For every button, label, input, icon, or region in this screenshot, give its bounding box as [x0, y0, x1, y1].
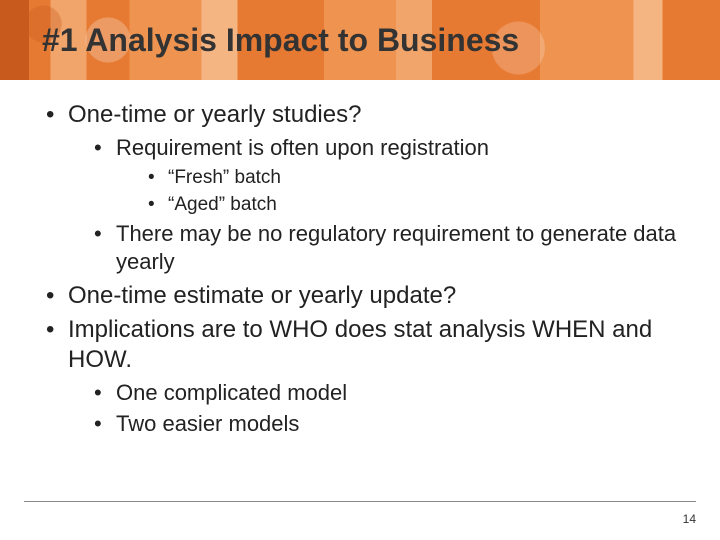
bullet-text: Two easier models	[116, 411, 299, 436]
bullet-text: One-time or yearly studies?	[68, 101, 361, 128]
list-item: Implications are to WHO does stat analys…	[42, 315, 690, 438]
list-item: “Aged” batch	[140, 192, 690, 218]
list-item: One-time or yearly studies? Requirement …	[42, 100, 690, 277]
bullet-list-lvl2: Requirement is often upon registration “…	[88, 134, 690, 277]
slide: #1 Analysis Impact to Business One-time …	[0, 0, 720, 540]
bullet-text: Requirement is often upon registration	[116, 135, 489, 160]
bullet-text: There may be no regulatory requirement t…	[116, 221, 676, 275]
list-item: There may be no regulatory requirement t…	[88, 220, 690, 277]
bullet-text: One-time estimate or yearly update?	[68, 282, 456, 309]
list-item: Two easier models	[88, 410, 690, 439]
list-item: “Fresh” batch	[140, 165, 690, 191]
bullet-list-lvl3: “Fresh” batch “Aged” batch	[140, 165, 690, 218]
bullet-text: “Fresh” batch	[168, 167, 281, 188]
bullet-list-lvl1: One-time or yearly studies? Requirement …	[42, 100, 690, 438]
footer-divider	[24, 501, 696, 502]
bullet-text: One complicated model	[116, 380, 347, 405]
list-item: Requirement is often upon registration “…	[88, 134, 690, 218]
bullet-text: “Aged” batch	[168, 194, 277, 215]
list-item: One-time estimate or yearly update?	[42, 281, 690, 311]
page-number: 14	[683, 512, 696, 526]
slide-body: One-time or yearly studies? Requirement …	[42, 100, 690, 442]
bullet-text: Implications are to WHO does stat analys…	[68, 316, 652, 373]
slide-title: #1 Analysis Impact to Business	[42, 22, 519, 59]
bullet-list-lvl2: One complicated model Two easier models	[88, 379, 690, 438]
list-item: One complicated model	[88, 379, 690, 408]
